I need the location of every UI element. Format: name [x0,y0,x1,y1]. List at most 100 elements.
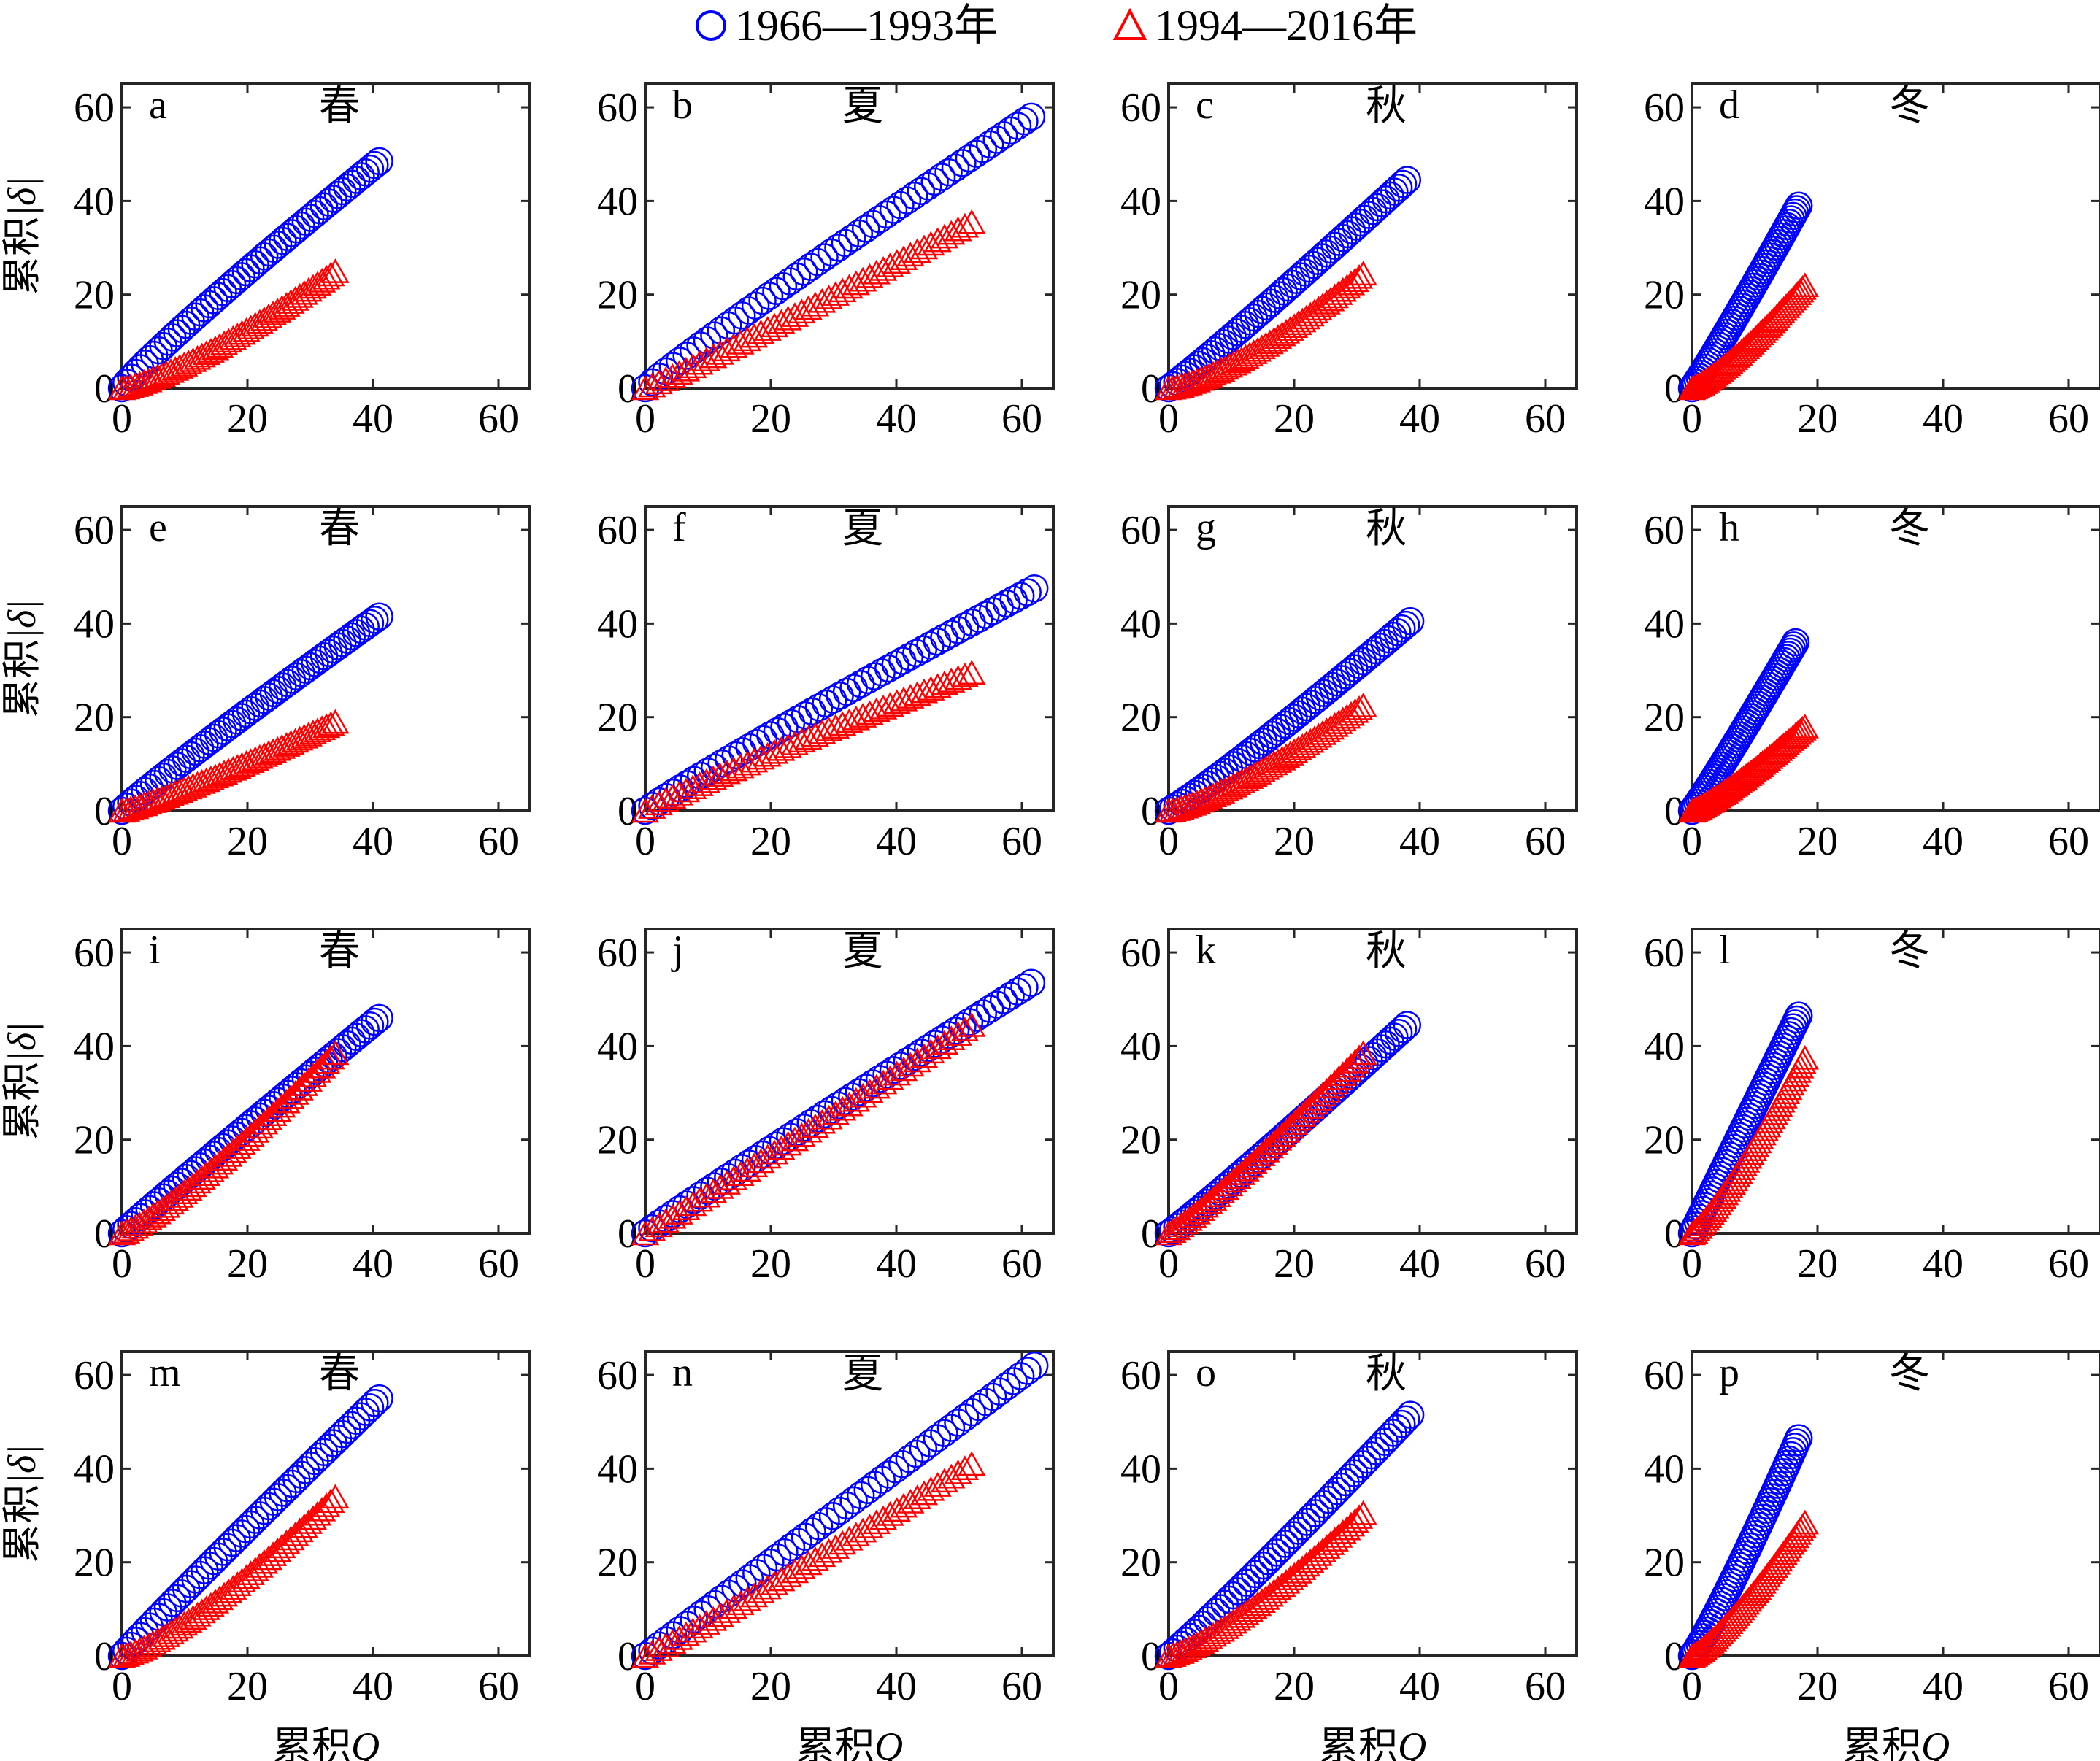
data-point-triangle [733,326,761,352]
y-tick-label: 60 [1120,85,1161,131]
data-point-circle [1784,1424,1813,1452]
data-point-circle [1780,1009,1809,1038]
x-tick-label: 40 [1923,1241,1964,1287]
y-tick-label: 60 [1644,930,1685,976]
data-point-triangle [1260,1579,1288,1604]
data-point-triangle [855,700,884,725]
data-point-circle [342,619,371,647]
data-point-circle [355,1011,385,1040]
data-point-triangle [294,277,323,302]
data-point-circle [1388,1409,1416,1438]
data-point-triangle [685,771,714,796]
x-tick-label: 40 [1923,396,1964,442]
data-point-circle [1003,112,1032,140]
axes-frame [120,1350,531,1657]
data-point-circle [749,1554,778,1582]
data-point-circle [804,693,834,722]
data-point-triangle [277,1525,305,1551]
data-point-triangle [739,1582,769,1608]
panel-e: 00 20 20 40 40 60 60 e 春累积|δ| [0,505,531,864]
data-point-triangle [1235,764,1264,789]
data-point-triangle [303,271,332,296]
data-point-circle [913,1034,942,1063]
data-point-circle [1780,631,1808,660]
panel-k: 00 20 20 40 40 60 60 k 秋 [1120,928,1578,1287]
data-point-triangle [281,1521,309,1546]
y-tick-label: 40 [597,601,638,647]
panel-label: m [149,1350,181,1395]
x-tick-label: 20 [750,396,791,442]
data-point-triangle [794,1550,823,1576]
y-tick-label: 40 [1120,1024,1161,1069]
data-point-triangle [1791,272,1819,298]
data-point-circle [365,1384,393,1413]
data-point-circle [879,1056,908,1084]
data-point-triangle [1174,1206,1203,1231]
data-point-triangle [651,1208,680,1233]
data-point-circle [798,1517,826,1546]
axes-frame [1167,505,1578,812]
data-point-circle [944,1409,972,1437]
data-point-triangle [130,791,158,817]
data-point-triangle [658,784,687,809]
data-point-triangle [631,1643,660,1668]
data-point-triangle [147,785,176,810]
panel-label: j [671,928,684,973]
data-point-circle [1388,169,1418,199]
data-point-triangle [1247,757,1276,782]
data-point-circle [315,639,343,667]
data-point-triangle [250,1109,279,1135]
y-tick-label: 60 [597,508,638,553]
data-point-triangle [658,1629,687,1654]
data-point-triangle [760,1571,789,1595]
data-point-triangle [815,284,843,309]
data-point-triangle [236,1122,265,1147]
data-point-triangle [889,686,918,712]
data-point-triangle [896,242,925,267]
x-axis-label-var: Q [1398,1725,1426,1761]
data-point-triangle [767,309,796,334]
x-axis-label: 累积Q [796,1723,903,1761]
data-point-circle [941,153,970,182]
data-point-circle [1006,1362,1035,1390]
data-point-triangle [281,286,309,311]
data-point-triangle [950,212,980,238]
data-point-triangle [223,1134,252,1159]
data-point-circle [958,1398,986,1427]
season-title: 秋 [1366,505,1407,552]
data-point-triangle [869,256,898,281]
data-point-triangle [828,277,857,303]
data-point-circle [309,642,339,671]
data-point-triangle [930,223,959,249]
data-point-triangle [706,1602,734,1627]
data-point-circle [355,609,385,638]
data-point-circle [347,615,375,644]
x-axis-label: 累积Q [1842,1723,1950,1761]
data-point-triangle [747,319,775,344]
data-point-circle [853,1476,882,1504]
data-point-triangle [923,1472,952,1497]
data-point-circle [1776,637,1804,666]
data-point-circle [355,1393,385,1422]
x-tick-label: 40 [353,1241,393,1287]
y-tick-label: 40 [74,1024,115,1069]
data-point-triangle [1187,1629,1215,1654]
data-point-circle [975,995,1004,1023]
axes-frame [1691,928,2100,1235]
data-point-triangle [753,741,782,767]
data-point-triangle [753,1574,782,1600]
data-point-triangle [1349,261,1377,286]
data-point-triangle [299,274,328,299]
data-point-circle [1017,102,1046,131]
data-point-triangle [739,1152,769,1178]
data-point-triangle [848,703,877,728]
data-point-triangle [950,1017,980,1041]
data-point-circle [846,1481,875,1510]
panel-i: 00 20 20 40 40 60 60 i 春累积|δ| [0,928,531,1287]
data-point-triangle [801,1546,830,1571]
data-point-triangle [1174,1635,1203,1660]
y-axis-label-prefix: 累积 [0,1062,45,1141]
